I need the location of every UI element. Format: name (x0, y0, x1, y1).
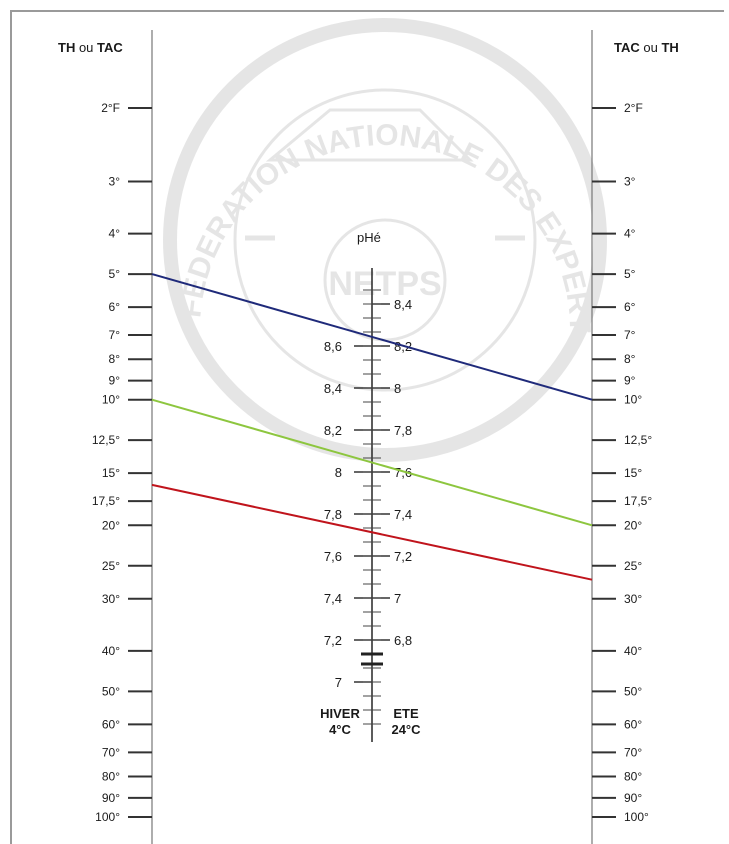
ph-axis-title: pHé (357, 230, 381, 245)
left-tick-label: 3° (109, 174, 121, 188)
left-hardness-scale: 2°F 3° 4° 5° 6° 7° 8° 9° 10° 12,5° 15° 17,5° 20° 25° 3… (92, 30, 153, 844)
winter-tick-label: 7,4 (324, 591, 342, 606)
ph-equilibrium-scale: 8,48,287,87,67,47,276,88,68,48,287,87,67… (324, 268, 412, 742)
right-tick-label: 80° (624, 770, 642, 784)
right-tick-label: 100° (624, 810, 649, 824)
summer-tick-label: 6,8 (394, 633, 412, 648)
right-tick-label: 8° (624, 352, 636, 366)
winter-tick-label: 7,2 (324, 633, 342, 648)
left-tick-label: 15° (102, 466, 120, 480)
right-tick-label: 40° (624, 644, 642, 658)
left-tick-label: 17,5° (92, 494, 120, 508)
right-tick-label: 50° (624, 684, 642, 698)
right-tick-label: 7° (624, 328, 636, 342)
left-tick-label: 9° (109, 374, 121, 388)
left-axis-title: TH ou TAC (58, 40, 123, 55)
right-tick-label: 9° (624, 374, 636, 388)
figure-frame (10, 10, 724, 844)
left-tick-label: 25° (102, 559, 120, 573)
summer-tick-label: 7,4 (394, 507, 412, 522)
example-line (151, 483, 593, 581)
right-tick-label: 15° (624, 466, 642, 480)
summer-tick-label: 8,4 (394, 297, 412, 312)
right-tick-label: 5° (624, 267, 636, 281)
left-tick-label: 8° (109, 352, 121, 366)
right-tick-label: 17,5° (624, 494, 652, 508)
left-tick-label: 12,5° (92, 433, 120, 447)
left-tick-label: 2°F (101, 101, 120, 115)
right-axis-title: TAC ou TH (614, 40, 679, 55)
left-tick-label: 50° (102, 684, 120, 698)
right-tick-label: 3° (624, 174, 636, 188)
left-tick-label: 60° (102, 717, 120, 731)
right-hardness-scale: 2°F 3° 4° 5° 6° 7° 8° 9° 10° 12,5° 15° 17,5° 20° 25° 3… (591, 30, 652, 844)
left-tick-label: 20° (102, 518, 120, 532)
winter-tick-label: 8 (335, 465, 342, 480)
left-tick-label: 30° (102, 592, 120, 606)
left-tick-label: 7° (109, 328, 121, 342)
summer-tick-label: 7,6 (394, 465, 412, 480)
example-lines (151, 273, 593, 581)
left-tick-label: 5° (109, 267, 121, 281)
winter-tick-label: 8,6 (324, 339, 342, 354)
example-line (151, 398, 593, 527)
right-tick-label: 25° (624, 559, 642, 573)
right-tick-label: 12,5° (624, 433, 652, 447)
winter-tick-label: 8,4 (324, 381, 342, 396)
watermark-center-text: NETPS (328, 265, 441, 303)
right-tick-label: 20° (624, 518, 642, 532)
summer-tick-label: 8 (394, 381, 401, 396)
left-tick-label: 80° (102, 770, 120, 784)
summer-tick-label: 7,2 (394, 549, 412, 564)
left-tick-label: 4° (109, 227, 121, 241)
right-tick-label: 70° (624, 745, 642, 759)
left-tick-label: 40° (102, 644, 120, 658)
winter-tick-label: 7,8 (324, 507, 342, 522)
left-tick-label: 100° (95, 810, 120, 824)
example-line (151, 273, 593, 401)
right-tick-label: 60° (624, 717, 642, 731)
winter-caption: HIVER (320, 706, 360, 721)
right-tick-label: 4° (624, 227, 636, 241)
winter-tick-label: 7 (335, 675, 342, 690)
winter-tick-label: 8,2 (324, 423, 342, 438)
left-tick-label: 70° (102, 745, 120, 759)
summer-temp: 24°C (391, 722, 421, 737)
right-tick-label: 6° (624, 300, 636, 314)
right-tick-label: 30° (624, 592, 642, 606)
winter-tick-label: 7,6 (324, 549, 342, 564)
left-tick-label: 90° (102, 791, 120, 805)
right-tick-label: 90° (624, 791, 642, 805)
winter-temp: 4°C (329, 722, 351, 737)
summer-tick-label: 7 (394, 591, 401, 606)
summer-caption: ETE (393, 706, 419, 721)
right-tick-label: 2°F (624, 101, 643, 115)
left-tick-label: 6° (109, 300, 121, 314)
watermark-seal: FEDERATION NATIONALE DES EXPERTS ET TECH… (0, 0, 607, 462)
right-tick-label: 10° (624, 393, 642, 407)
left-tick-label: 10° (102, 393, 120, 407)
summer-tick-label: 7,8 (394, 423, 412, 438)
